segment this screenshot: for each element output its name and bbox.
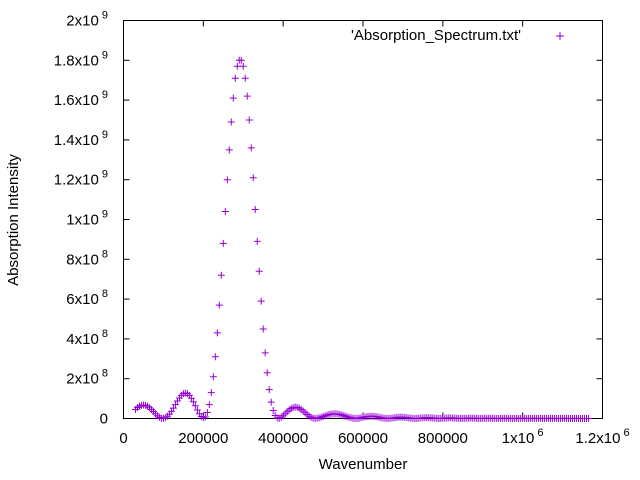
y-tick-label: 1.8x10 9 xyxy=(54,49,108,69)
data-point xyxy=(169,404,177,412)
y-tick-label: 4x10 8 xyxy=(66,328,108,348)
y-axis-label: Absorption Intensity xyxy=(5,154,22,286)
plot-frame xyxy=(123,20,603,419)
data-point xyxy=(585,414,593,422)
data-point xyxy=(245,116,253,124)
y-tick-label: 2x10 9 xyxy=(66,10,108,30)
data-point xyxy=(241,74,249,82)
data-point xyxy=(261,349,269,357)
data-point xyxy=(227,118,235,126)
data-point xyxy=(201,413,209,421)
data-point xyxy=(263,369,271,377)
legend-marker xyxy=(556,32,564,40)
data-point xyxy=(231,74,239,82)
data-point xyxy=(187,394,195,402)
y-tick-label: 0 xyxy=(100,411,108,428)
data-point xyxy=(207,389,215,397)
axis-ticks xyxy=(123,20,603,419)
data-point xyxy=(249,174,257,182)
data-point xyxy=(225,146,233,154)
data-point xyxy=(215,301,223,309)
data-point xyxy=(191,402,199,410)
axis-tick-labels: 0 200000 400000 600000 800000 1x10 6 1.2x10 6 0… xyxy=(54,10,630,448)
data-point xyxy=(171,401,179,409)
data-point xyxy=(211,353,219,361)
y-tick-label: 1.2x10 9 xyxy=(54,169,108,189)
y-tick-label: 1.4x10 9 xyxy=(54,129,108,149)
data-point xyxy=(219,239,227,247)
data-point xyxy=(205,401,213,409)
data-point xyxy=(223,176,231,184)
x-tick-label: 1.2x10 6 xyxy=(575,427,629,447)
data-point xyxy=(233,62,241,70)
y-tick-label: 1.6x10 9 xyxy=(54,89,108,109)
y-tick-label: 2x10 8 xyxy=(66,368,108,388)
data-point xyxy=(253,237,261,245)
data-point xyxy=(269,407,277,415)
data-point xyxy=(229,94,237,102)
data-point xyxy=(267,398,275,406)
data-point xyxy=(203,409,211,417)
data-point xyxy=(257,297,265,305)
data-point xyxy=(213,329,221,337)
x-tick-label: 800000 xyxy=(418,430,468,447)
data-point xyxy=(251,206,259,214)
data-point xyxy=(243,92,251,100)
x-tick-label: 200000 xyxy=(178,430,228,447)
x-tick-label: 1x10 6 xyxy=(502,427,544,447)
x-tick-label: 600000 xyxy=(338,430,388,447)
data-point xyxy=(221,208,229,216)
y-tick-label: 8x10 8 xyxy=(66,248,108,268)
data-point xyxy=(265,386,273,394)
data-point xyxy=(237,56,245,64)
data-point xyxy=(239,62,247,70)
data-point xyxy=(259,325,267,333)
data-points xyxy=(131,56,593,422)
y-tick-label: 1x10 9 xyxy=(66,209,108,229)
data-point xyxy=(209,373,217,381)
data-point xyxy=(193,406,201,414)
legend-label: 'Absorption_Spectrum.txt' xyxy=(351,27,521,44)
x-tick-label: 400000 xyxy=(258,430,308,447)
y-tick-label: 6x10 8 xyxy=(66,288,108,308)
data-point xyxy=(247,144,255,152)
data-point xyxy=(217,271,225,279)
data-point xyxy=(189,398,197,406)
x-axis-label: Wavenumber xyxy=(319,456,408,473)
legend: 'Absorption_Spectrum.txt' xyxy=(351,27,564,44)
x-tick-label: 0 xyxy=(119,430,127,447)
data-point xyxy=(255,267,263,275)
